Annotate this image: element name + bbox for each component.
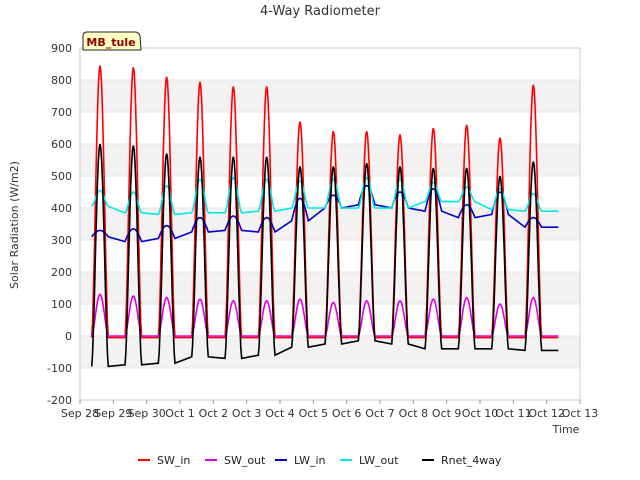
y-tick-label: 900 <box>51 42 72 55</box>
x-tick-label: Oct 3 <box>232 407 262 420</box>
x-tick-label: Oct 10 <box>462 407 499 420</box>
x-tick-label: Oct 12 <box>528 407 565 420</box>
x-tick-label: Oct 11 <box>495 407 532 420</box>
y-tick-label: 300 <box>51 234 72 247</box>
y-tick-label: 700 <box>51 106 72 119</box>
y-tick-label: 800 <box>51 74 72 87</box>
background-band <box>80 272 580 304</box>
legend-item-sw_in: SW_in <box>138 454 190 467</box>
y-tick-label: 200 <box>51 266 72 279</box>
plot-background-bands <box>80 80 580 368</box>
x-tick-label: Oct 8 <box>399 407 429 420</box>
legend-label: SW_out <box>224 454 266 467</box>
legend-item-rnet_4way: Rnet_4way <box>422 454 502 467</box>
y-tick-label: 400 <box>51 202 72 215</box>
series-line-rnet_4way <box>90 143 559 368</box>
legend-label: Rnet_4way <box>441 454 502 467</box>
x-tick-label: Oct 13 <box>562 407 599 420</box>
x-tick-label: Sep 28 <box>61 407 99 420</box>
x-tick-label: Oct 6 <box>332 407 362 420</box>
x-tick-label: Oct 5 <box>299 407 329 420</box>
plot-frame <box>79 47 581 401</box>
legend-item-sw_out: SW_out <box>205 454 266 467</box>
x-tick-label: Oct 2 <box>199 407 229 420</box>
site-label-background <box>82 31 142 51</box>
chart-title: 4-Way Radiometer <box>260 4 381 19</box>
legend-item-lw_out: LW_out <box>340 454 399 467</box>
x-tick-label: Oct 9 <box>432 407 462 420</box>
y-tick-label: -200 <box>47 394 72 407</box>
x-tick-label: Oct 1 <box>165 407 195 420</box>
legend: SW_in SW_out LW_in LW_out Rnet_4way <box>138 454 502 467</box>
series-lines <box>90 65 559 368</box>
background-band <box>80 80 580 112</box>
y-tick-labels: -200 -100 0 100 200 300 400 500 600 700 800 900 <box>47 42 72 407</box>
legend-label: LW_in <box>294 454 326 467</box>
legend-item-lw_in: LW_in <box>275 454 326 467</box>
background-band <box>80 336 580 368</box>
legend-label: SW_in <box>157 454 190 467</box>
y-tick-label: -100 <box>47 362 72 375</box>
y-tick-label: 100 <box>51 298 72 311</box>
y-tick-label: 500 <box>51 170 72 183</box>
site-label-box: MB_tule <box>82 31 142 51</box>
site-label: MB_tule <box>86 36 135 49</box>
x-tick-label: Oct 4 <box>265 407 295 420</box>
y-tick-label: 600 <box>51 138 72 151</box>
x-tick-label: Sep 30 <box>128 407 166 420</box>
x-axis-label: Time <box>552 423 580 436</box>
y-axis-label: Solar Radiation (W/m2) <box>8 161 21 289</box>
x-tick-label: Sep 29 <box>94 407 132 420</box>
x-tick-label: Oct 7 <box>365 407 395 420</box>
legend-label: LW_out <box>359 454 399 467</box>
y-tick-label: 0 <box>65 330 72 343</box>
